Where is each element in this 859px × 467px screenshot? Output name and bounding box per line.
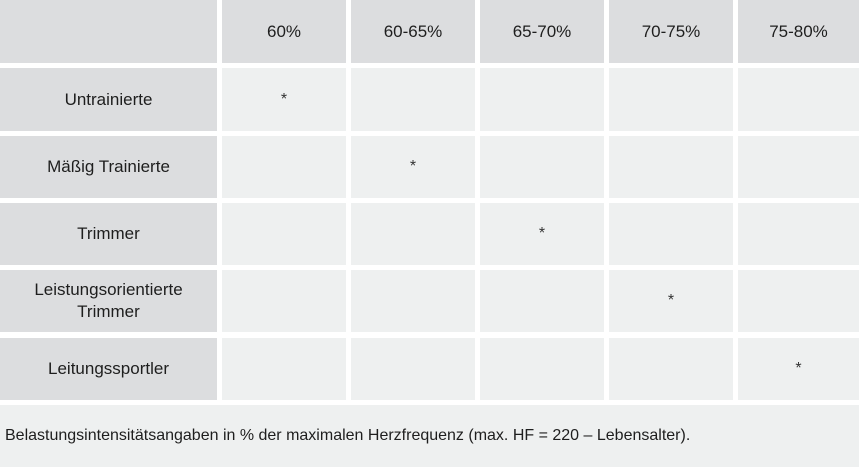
table-cell (609, 203, 733, 265)
column-header: 70-75% (609, 0, 733, 63)
table-cell (222, 270, 346, 332)
table-cell (738, 270, 859, 332)
table-cell (738, 203, 859, 265)
column-header: 60-65% (351, 0, 475, 63)
table-cell (609, 68, 733, 131)
table-cell (351, 338, 475, 400)
table-cell: * (738, 338, 859, 400)
table-cell (222, 136, 346, 198)
column-header: 60% (222, 0, 346, 63)
table-cell (480, 270, 604, 332)
table-cell (351, 68, 475, 131)
table-footnote: Belastungsintensitätsangaben in % der ma… (0, 405, 859, 467)
row-label: Trimmer (0, 203, 217, 265)
table-cell (480, 68, 604, 131)
table-cell: * (480, 203, 604, 265)
table-cell (480, 136, 604, 198)
table-cell (738, 68, 859, 131)
table-cell (480, 338, 604, 400)
table-cell (222, 203, 346, 265)
table-cell (738, 136, 859, 198)
column-header: 75-80% (738, 0, 859, 63)
table-cell (351, 203, 475, 265)
row-label: Leitungssportler (0, 338, 217, 400)
table-cell: * (351, 136, 475, 198)
table-cell (351, 270, 475, 332)
table-cell (609, 136, 733, 198)
table-cell (222, 338, 346, 400)
table-cell: * (609, 270, 733, 332)
row-label: Mäßig Trainierte (0, 136, 217, 198)
row-label: Leistungsorientierte Trimmer (0, 270, 217, 332)
column-header: 65-70% (480, 0, 604, 63)
footnote-text: Belastungsintensitätsangaben in % der ma… (5, 427, 691, 444)
table-cell: * (222, 68, 346, 131)
corner-cell (0, 0, 217, 63)
table-cell (609, 338, 733, 400)
row-label: Untrainierte (0, 68, 217, 131)
